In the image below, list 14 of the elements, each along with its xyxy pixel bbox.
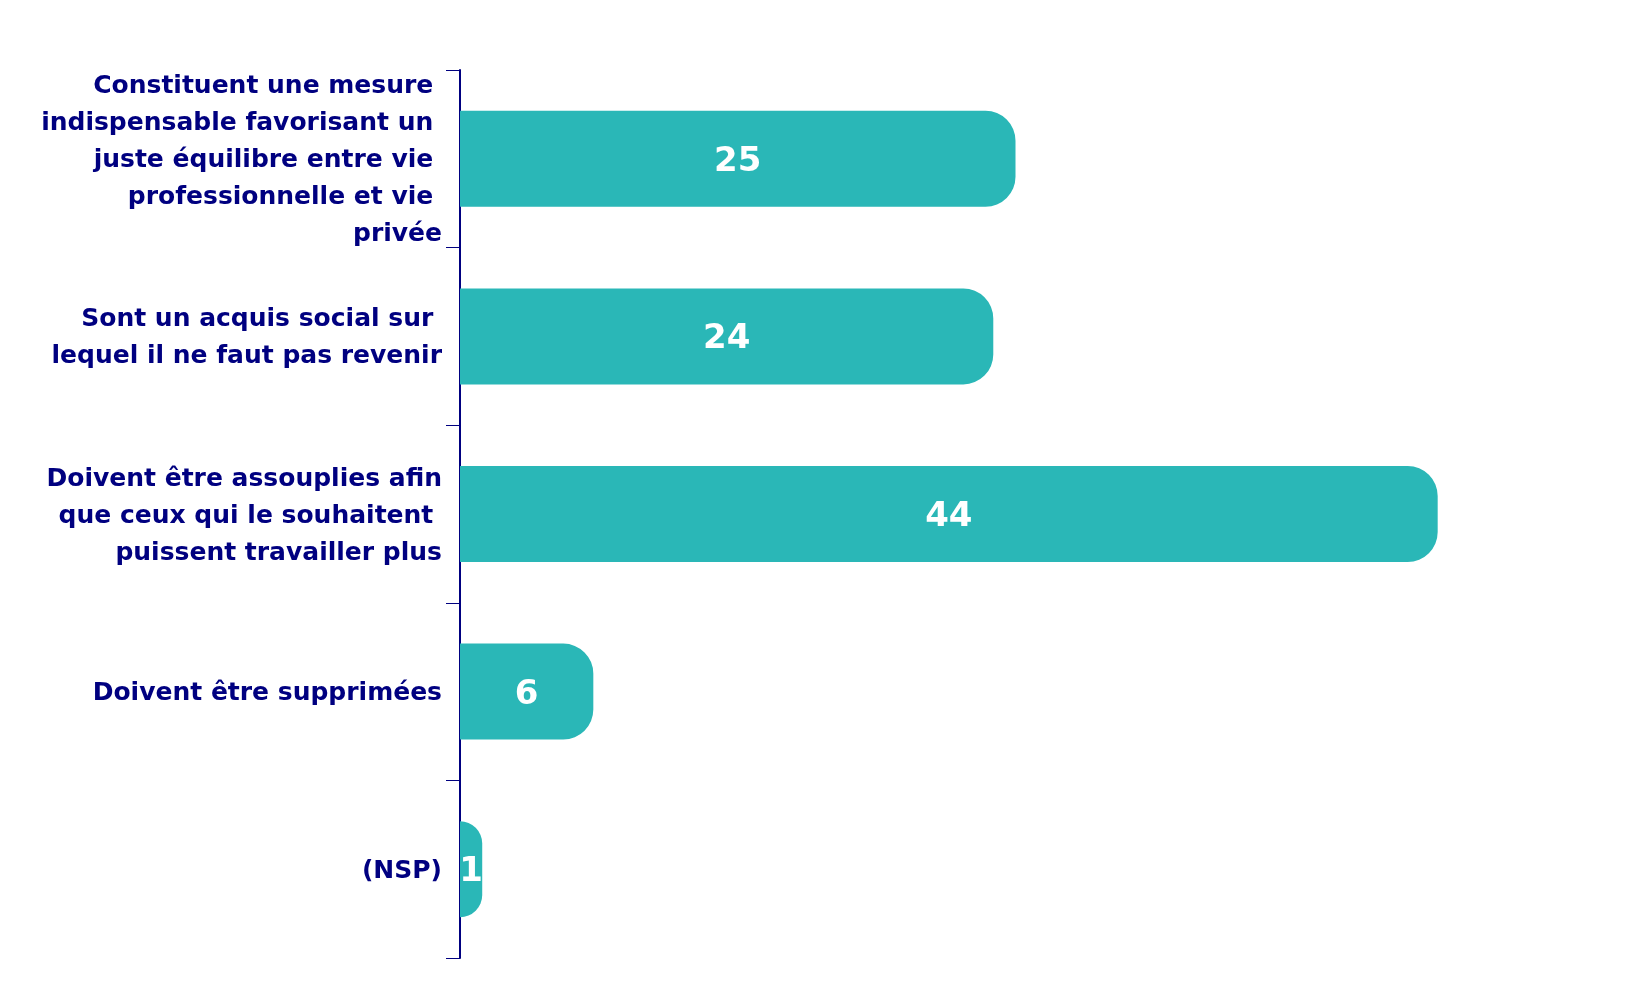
bar bbox=[460, 643, 594, 740]
data-label: 25 bbox=[714, 138, 762, 179]
data-label: 1 bbox=[459, 849, 483, 890]
data-label: 6 bbox=[514, 671, 539, 712]
y-tick-label: Doivent être supprimées bbox=[92, 677, 442, 707]
bar bbox=[460, 288, 994, 385]
bar bbox=[460, 466, 1438, 562]
bar bbox=[460, 110, 1016, 207]
data-label: 44 bbox=[925, 494, 973, 534]
y-tick-label: Constituent une mesure indispensable favorisant un juste équilibre entre vie professionnelle et vie privée bbox=[41, 70, 442, 248]
y-tick-label: Sont un acquis social sur lequel il ne faut pas revenir bbox=[51, 303, 443, 370]
data-label: 24 bbox=[702, 316, 751, 357]
y-tick-label: (NSP) bbox=[361, 854, 442, 884]
y-tick-label: Doivent être assouplies afin que ceux qui le souhaitent puissent travailler plus bbox=[46, 462, 442, 566]
